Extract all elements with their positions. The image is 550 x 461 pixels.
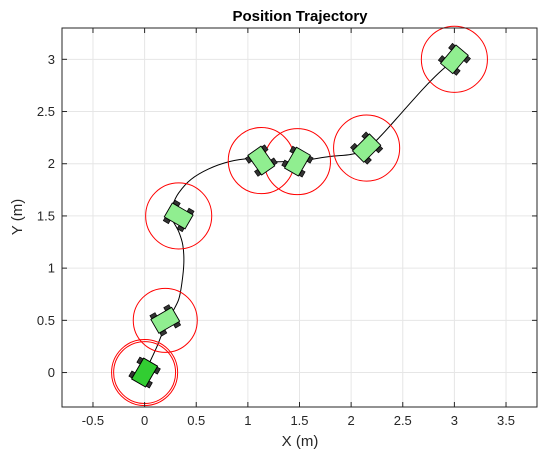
vehicle: [244, 144, 278, 177]
vehicle-circle: [145, 182, 213, 250]
vehicle: [350, 131, 384, 165]
y-tick-label: 1.5: [37, 208, 55, 223]
vehicle: [281, 145, 314, 178]
y-tick-label: 0: [48, 365, 55, 380]
vehicle-circle: [132, 287, 198, 353]
x-tick-label: 1: [244, 413, 251, 428]
x-tick-label: 3.5: [497, 413, 515, 428]
x-tick-label: 1.5: [290, 413, 308, 428]
vehicle-body: [131, 357, 159, 388]
vehicle-body: [247, 145, 276, 176]
grid: [62, 28, 537, 407]
y-tick-label: 0.5: [37, 313, 55, 328]
x-tick-label: -0.5: [82, 413, 104, 428]
vehicle-body: [150, 306, 181, 334]
x-axis-label: X (m): [282, 433, 319, 450]
x-tick-label: 2: [348, 413, 355, 428]
y-axis-ticks: 0 0.5 1 1.5 2 2.5 3: [37, 52, 537, 380]
vehicle: [128, 356, 161, 389]
y-axis-label: Y (m): [9, 199, 26, 235]
x-tick-label: 3: [451, 413, 458, 428]
chart-title: Position Trajectory: [232, 8, 368, 25]
vehicle: [162, 199, 195, 233]
vehicle: [149, 304, 182, 337]
y-tick-label: 2: [48, 156, 55, 171]
y-tick-label: 2.5: [37, 104, 55, 119]
vehicle-body: [351, 133, 382, 163]
vehicle-body: [439, 44, 469, 75]
vehicle-circle: [333, 114, 401, 182]
y-tick-label: 3: [48, 52, 55, 67]
x-axis-ticks: -0.5 0 0.5 1 1.5 2 2.5 3 3.5: [82, 28, 515, 428]
x-tick-label: 0.5: [187, 413, 205, 428]
vehicle-body: [283, 146, 311, 177]
y-tick-label: 1: [48, 261, 55, 276]
vehicle-body: [163, 202, 194, 230]
vehicle: [437, 42, 471, 76]
vehicle-circle: [420, 25, 488, 93]
vehicles: [128, 42, 471, 389]
x-tick-label: 0: [141, 413, 148, 428]
x-tick-label: 2.5: [394, 413, 412, 428]
